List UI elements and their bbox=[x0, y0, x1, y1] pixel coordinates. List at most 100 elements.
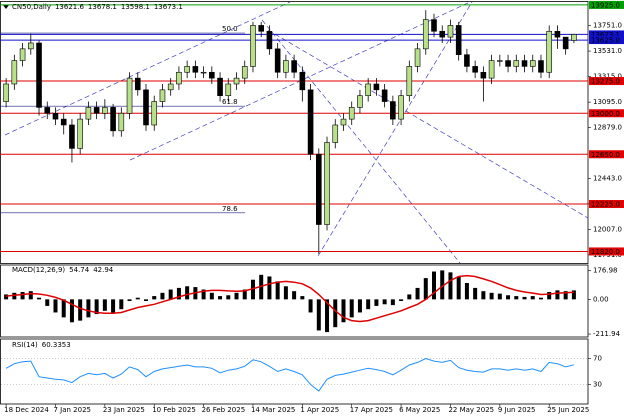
candle-body bbox=[85, 107, 92, 120]
candle-body bbox=[151, 101, 158, 126]
fib-label: 61.8 bbox=[222, 98, 238, 106]
x-tick-label: 22 May 2025 bbox=[448, 406, 494, 414]
macd-bar bbox=[464, 283, 469, 300]
x-tick-label: 9 Jun 2025 bbox=[498, 406, 536, 414]
trend-line bbox=[267, 29, 589, 219]
candle-body bbox=[315, 153, 322, 225]
level-label: 12225.0 bbox=[591, 201, 620, 209]
main-panel bbox=[0, 1, 589, 264]
candle-body bbox=[390, 101, 396, 120]
y-tick-label: 13751.0 bbox=[593, 21, 622, 29]
macd-bar bbox=[292, 291, 297, 300]
candle-body bbox=[176, 71, 182, 85]
level-box bbox=[589, 36, 624, 45]
y-tick-label: 12443.0 bbox=[593, 174, 622, 182]
panel-label-part: 13621.6 bbox=[55, 3, 84, 11]
macd-bar bbox=[538, 297, 543, 300]
macd-bar bbox=[366, 299, 371, 310]
macd-bar bbox=[102, 299, 107, 311]
candle-body bbox=[283, 60, 289, 73]
candle-body bbox=[27, 42, 34, 50]
candle-body bbox=[521, 60, 528, 67]
macd-bar bbox=[473, 287, 478, 300]
candle-body bbox=[455, 25, 462, 56]
level-box bbox=[589, 150, 624, 159]
macd-bar bbox=[218, 296, 223, 300]
macd-bar bbox=[152, 296, 157, 300]
candle-body bbox=[505, 60, 511, 67]
macd-bar bbox=[12, 292, 17, 300]
panel-label-part: 42.94 bbox=[93, 266, 114, 274]
macd-bar bbox=[563, 291, 568, 300]
y-tick-label: 0.00 bbox=[593, 295, 609, 303]
macd-bar bbox=[325, 299, 330, 333]
macd-bar bbox=[86, 299, 91, 318]
candle-body bbox=[134, 77, 141, 91]
candle-body bbox=[69, 124, 75, 149]
level-box bbox=[589, 30, 624, 39]
level-box bbox=[589, 109, 624, 118]
candle-body bbox=[472, 66, 478, 73]
panel-label-part: 13673.1 bbox=[154, 3, 183, 11]
candle-body bbox=[571, 34, 577, 41]
candle-body bbox=[44, 107, 51, 114]
candle-body bbox=[464, 54, 470, 67]
candle-body bbox=[19, 48, 26, 61]
y-tick-label: 13531.0 bbox=[593, 47, 622, 55]
candle-body bbox=[167, 83, 174, 91]
macd-bar bbox=[357, 299, 362, 313]
macd-bar bbox=[111, 299, 116, 313]
candle-body bbox=[299, 71, 306, 91]
macd-bar bbox=[522, 296, 527, 300]
candle-body bbox=[60, 118, 67, 126]
candle-body bbox=[538, 60, 544, 73]
y-tick-label: 12879.0 bbox=[593, 123, 622, 131]
x-tick-label: 14 Mar 2025 bbox=[251, 406, 295, 414]
y-tick-label: 70 bbox=[593, 355, 602, 363]
candle-body bbox=[340, 118, 347, 126]
candle-body bbox=[36, 42, 42, 108]
x-tick-label: 7 Jan 2025 bbox=[53, 406, 91, 414]
macd-bar bbox=[440, 270, 445, 300]
macd-bar bbox=[514, 296, 519, 300]
candle-body bbox=[414, 48, 421, 67]
x-tick-label: 23 Jan 2025 bbox=[103, 406, 145, 414]
candle-body bbox=[431, 19, 437, 32]
y-tick-label: 176.98 bbox=[593, 266, 618, 274]
candle-body bbox=[110, 107, 116, 132]
candle-body bbox=[357, 95, 363, 108]
macd-bar bbox=[267, 276, 272, 300]
macd-bar bbox=[144, 299, 148, 301]
level-box bbox=[589, 77, 624, 86]
candle-body bbox=[546, 30, 553, 73]
macd-bar bbox=[555, 290, 560, 300]
level-label: 13625.0 bbox=[591, 37, 620, 45]
candle-body bbox=[554, 30, 561, 38]
macd-bar bbox=[209, 292, 214, 300]
y-tick-label: 12007.0 bbox=[593, 226, 622, 234]
candle-body bbox=[3, 83, 9, 102]
candle-body bbox=[200, 71, 207, 74]
panel-label-part: RSI(14) bbox=[12, 341, 38, 349]
macd-bar bbox=[308, 299, 313, 313]
candle-body bbox=[439, 30, 446, 38]
macd-bar bbox=[547, 292, 552, 300]
panel-label-part: 13678.1 bbox=[88, 3, 117, 11]
candle-body bbox=[422, 19, 429, 50]
macd-bar bbox=[242, 289, 247, 300]
macd-bar bbox=[415, 287, 420, 300]
macd-bar bbox=[382, 299, 387, 305]
rsi-panel bbox=[0, 338, 589, 405]
panel-label-part: MACD(12,26,9) bbox=[12, 266, 65, 274]
panel-label: MACD(12,26,9) 54.74 42.94 bbox=[12, 266, 114, 274]
panel-label: RSI(14) 60.3353 bbox=[12, 341, 71, 349]
candle-body bbox=[52, 112, 59, 120]
candle-body bbox=[291, 60, 297, 73]
macd-bar bbox=[28, 291, 33, 300]
candle-body bbox=[118, 112, 125, 132]
candle-body bbox=[250, 25, 256, 67]
candle-body bbox=[274, 48, 281, 73]
candle-body bbox=[159, 89, 166, 102]
macd-bar bbox=[250, 279, 255, 300]
